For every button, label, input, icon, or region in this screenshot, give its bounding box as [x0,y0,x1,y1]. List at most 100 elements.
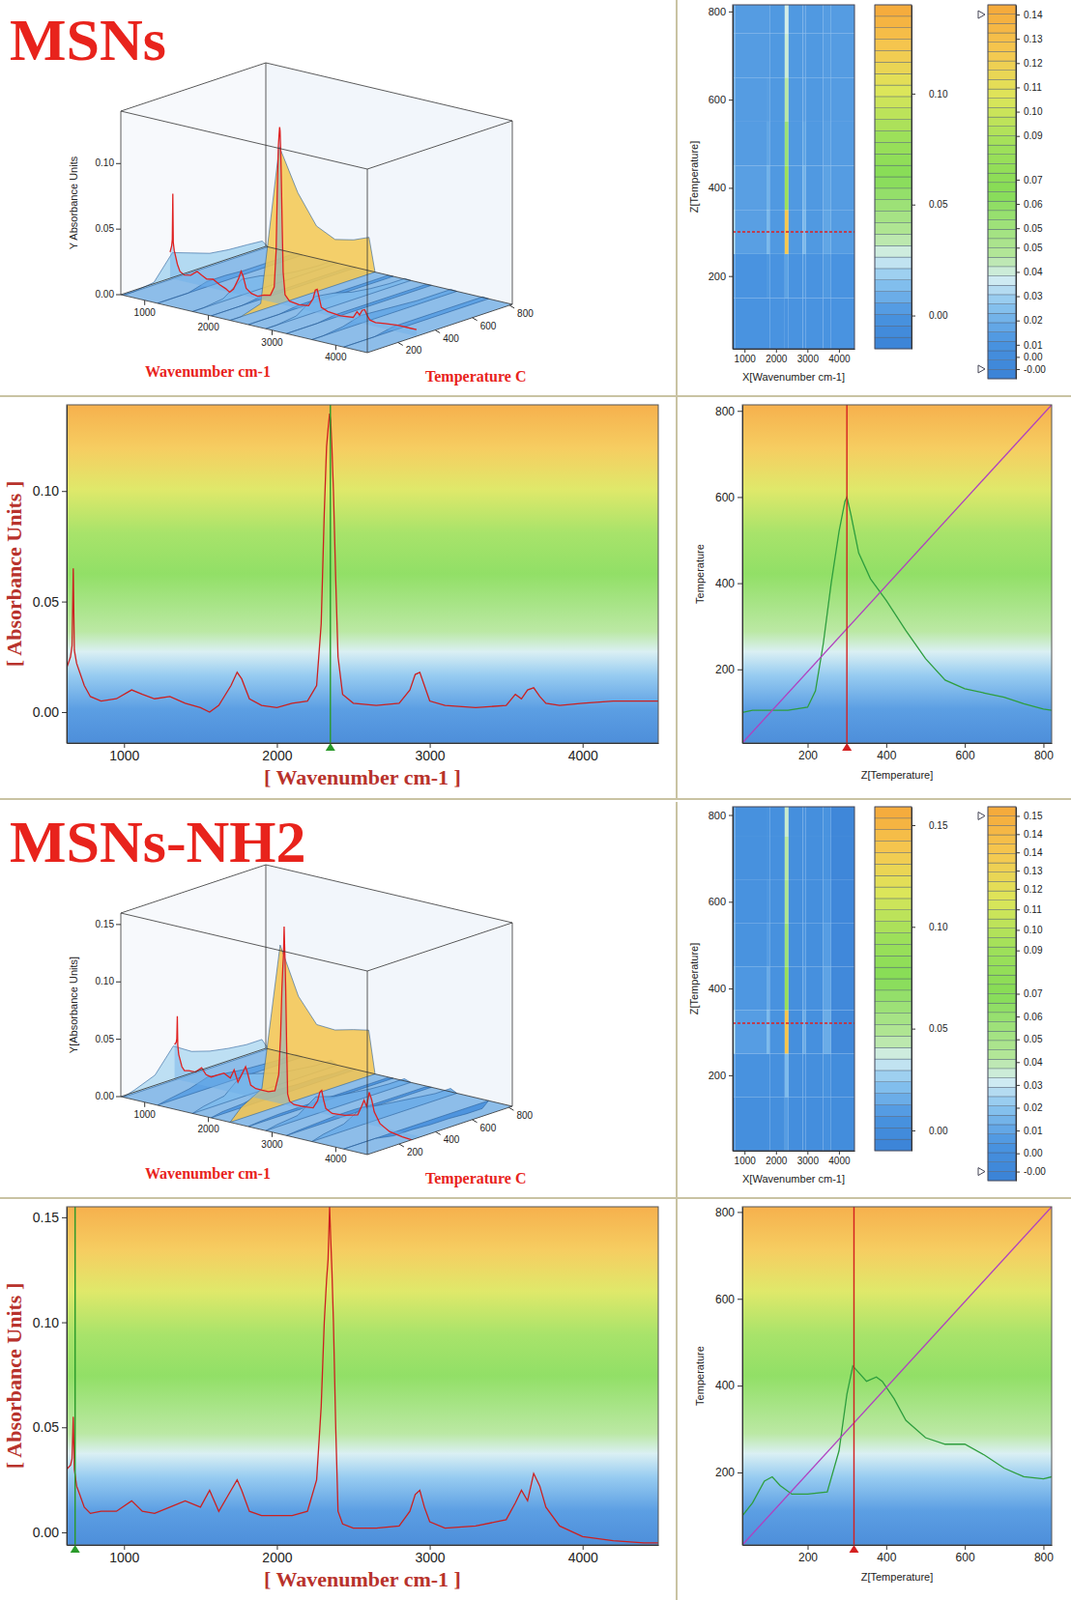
heat-cell [823,298,832,349]
colorbar-band [987,1050,1016,1061]
tick-mark [807,1545,809,1551]
tick-mark [61,602,67,604]
colorbar-band [874,841,912,854]
colorbar-frame [874,4,912,349]
tick-mark [737,1386,743,1388]
colorbar-band [987,881,1016,892]
heat-cell [788,166,804,211]
tick-mark [744,348,746,353]
colorbar-band [987,872,1016,883]
colorbar-band [987,51,1016,61]
box-edge [265,865,513,924]
axis: 0.150.140.140.130.120.110.100.090.070.06… [1015,808,1046,1183]
tick-mark [737,669,743,671]
axis: 200400600800 [743,743,1055,763]
tick: 0.04 [1015,1057,1043,1069]
colorbar-band [874,291,912,304]
tick: 0.05 [1015,1034,1043,1045]
colorbar-band [987,248,1016,259]
tick-mark [472,318,478,321]
heat-cell [823,166,832,211]
colorbar-band [874,1116,912,1129]
level-marker [978,365,985,374]
tick: -0.00 [1015,364,1046,376]
tick-label: 0.02 [1023,315,1043,326]
tick-label: 200 [405,345,423,356]
heat-cell [806,4,824,34]
spectrum-trace [174,926,422,1143]
tick-mark [911,204,916,206]
colorbar-band [987,1153,1016,1163]
tick-mark [1015,320,1020,322]
axis: 0.000.050.100.15 [911,808,949,1153]
tick-mark [1015,834,1020,836]
tick-mark [335,345,337,350]
axis-line [733,1151,856,1153]
tick-label: 0.15 [928,820,949,832]
tick-label: 0.00 [32,704,59,721]
heat-cell [784,967,789,1012]
box-edge [120,62,266,112]
tick-mark [1015,815,1020,817]
tick-mark [115,294,121,296]
plot-frame [732,4,855,349]
tick-label: 1000 [734,353,757,365]
plot-marks [122,926,489,1150]
box-edge [265,246,513,305]
axis: 0.000.050.10 [911,5,949,350]
tick-mark [807,1151,809,1156]
tick-label: 0.06 [1023,1012,1043,1023]
tick-label: 2000 [197,1124,220,1135]
heat-cell [802,807,806,838]
tick: 0.06 [1015,1012,1043,1023]
colorbar-band [987,173,1016,183]
tick-mark [1015,1130,1020,1132]
heat-cell [823,837,832,881]
section-title: MSNs-NH2 [9,809,307,875]
tick: 0.02 [1015,315,1043,326]
tick-mark [728,276,733,278]
heat-cell [823,77,832,122]
axis-title: Temperature C [425,368,526,386]
colorbar-band [874,73,912,86]
tick: 0.06 [1015,199,1043,210]
axis: 200400600800 [715,1206,744,1547]
colorbar-band [987,42,1016,53]
tick-label: 2000 [261,748,292,764]
tick-mark [1015,345,1020,347]
series-line [66,413,659,713]
tick-label: 0.15 [95,919,116,930]
heat-cell [823,924,832,968]
tick: 200 [708,1070,733,1082]
heat-cell [784,837,789,881]
colorbar-band [987,984,1016,995]
axis-line [67,743,660,745]
tick-label: 0.00 [928,1126,949,1137]
tick: 0.00 [1015,1148,1043,1159]
heat-cell [788,924,804,968]
tick-label: 0.10 [1023,106,1043,117]
tick-label: 0.05 [928,1023,949,1035]
axis-title: Temperature C [425,1170,526,1188]
heat-cell [831,1011,855,1055]
colorbar-band [987,909,1016,920]
colorbar-band [874,176,912,189]
colorbar-band [874,910,912,923]
tick-label: 0.14 [1023,847,1043,859]
heat-cell [766,121,770,167]
colorbar-band [987,1125,1016,1135]
tick-label: 800 [517,308,534,319]
cursor-marker [70,1545,81,1554]
heat-cell [734,33,767,79]
box-edge [265,62,267,247]
axis: 200400600800 [743,1545,1055,1565]
tick-label: 0.00 [1023,351,1043,363]
tick-label: 0.02 [1023,1102,1043,1114]
tick: 0.10 [32,1315,67,1332]
tick-label: -0.00 [1023,364,1046,376]
axis-line [911,5,913,350]
colorbar-band [987,23,1016,33]
tick: 400 [715,1379,743,1393]
colorbar-band [874,967,912,980]
tick-mark [115,229,121,231]
